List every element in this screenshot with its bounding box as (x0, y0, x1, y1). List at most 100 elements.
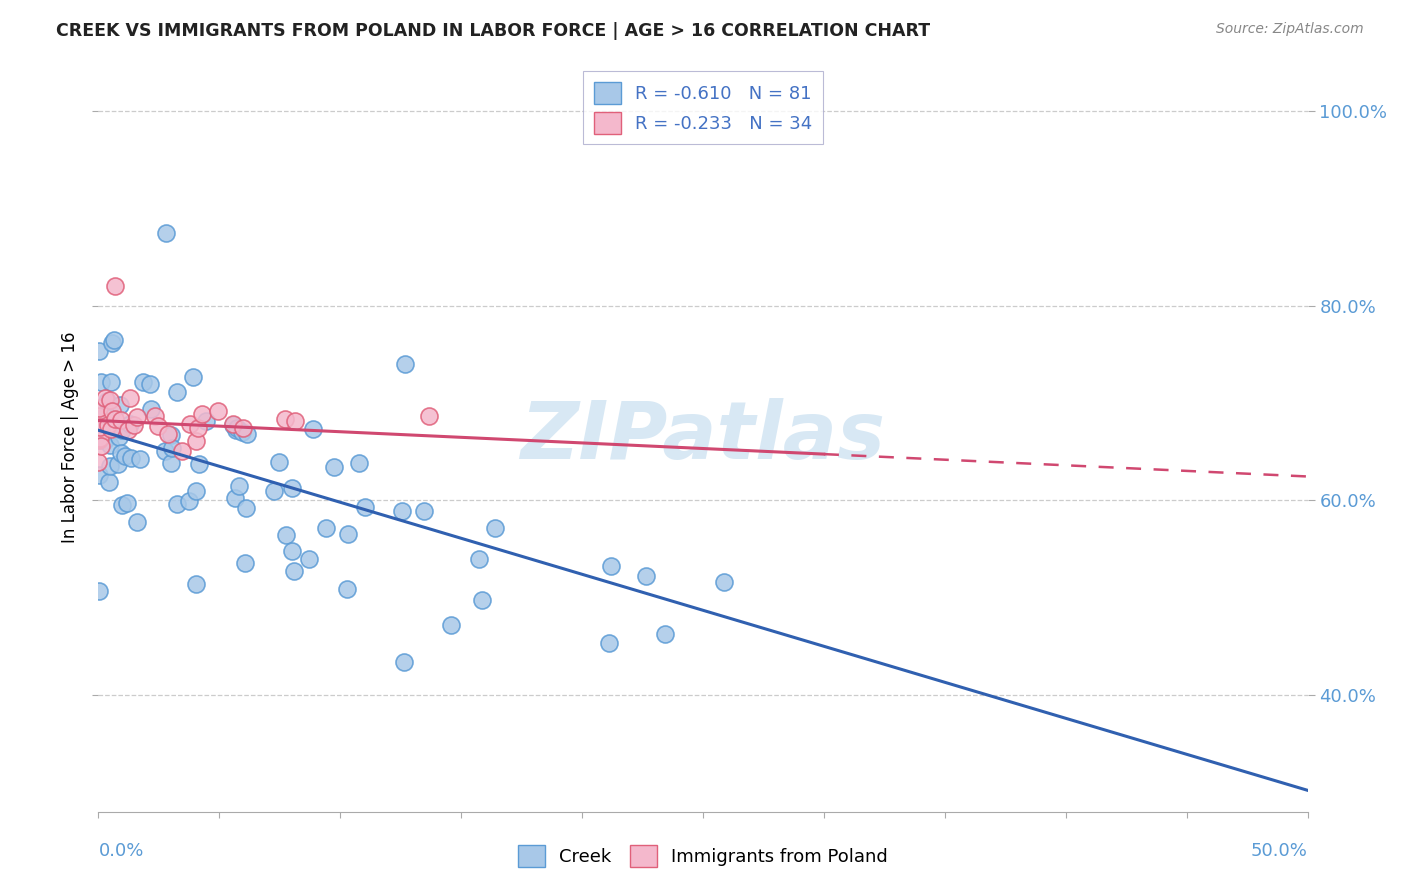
Point (155, 226, 177, 240)
Point (181, 369, 204, 384)
Point (120, 417, 142, 432)
Point (122, 418, 145, 433)
Point (128, 452, 150, 467)
Point (115, 496, 138, 510)
Point (170, 444, 193, 458)
Point (94, 409, 117, 423)
Point (315, 521, 337, 535)
Point (274, 411, 297, 425)
Text: Source: ZipAtlas.com: Source: ZipAtlas.com (1216, 22, 1364, 37)
Text: 0.0%: 0.0% (98, 842, 143, 860)
Point (166, 384, 188, 399)
Point (87, 584, 110, 599)
Point (96, 394, 118, 409)
Point (110, 446, 132, 460)
Point (283, 415, 305, 429)
Point (100, 392, 122, 407)
Point (87, 423, 110, 437)
Point (391, 504, 413, 518)
Point (101, 335, 124, 350)
Point (713, 574, 735, 589)
Point (281, 543, 304, 558)
Point (131, 375, 153, 389)
Point (97, 417, 120, 432)
Point (110, 413, 132, 427)
Point (89, 433, 111, 447)
Point (184, 484, 207, 499)
Point (87, 430, 110, 444)
Point (636, 569, 658, 583)
Point (392, 655, 415, 669)
Point (89, 431, 111, 445)
Point (222, 418, 245, 433)
Point (87, 455, 110, 469)
Point (98, 438, 121, 452)
Point (468, 552, 491, 566)
Point (94, 391, 117, 405)
Point (139, 377, 162, 392)
Point (87, 401, 110, 416)
Point (159, 456, 181, 470)
Point (143, 409, 166, 423)
Point (236, 427, 259, 442)
Point (190, 407, 212, 421)
Point (394, 357, 416, 371)
Point (120, 391, 142, 405)
Point (187, 421, 209, 435)
Point (159, 428, 181, 442)
Point (232, 421, 254, 435)
Point (184, 577, 207, 591)
Point (157, 427, 180, 442)
Point (207, 404, 229, 418)
Point (94, 433, 117, 447)
Point (225, 423, 247, 437)
Point (90, 427, 112, 442)
Point (231, 425, 253, 439)
Point (100, 404, 122, 418)
Text: CREEK VS IMMIGRANTS FROM POLAND IN LABOR FORCE | AGE > 16 CORRELATION CHART: CREEK VS IMMIGRANTS FROM POLAND IN LABOR… (56, 22, 931, 40)
Point (166, 497, 188, 511)
Point (90, 375, 112, 389)
Legend: R = -0.610   N = 81, R = -0.233   N = 34: R = -0.610 N = 81, R = -0.233 N = 34 (582, 71, 824, 145)
Text: ZIPatlas: ZIPatlas (520, 398, 886, 476)
Point (125, 515, 148, 529)
Point (222, 417, 245, 432)
Point (298, 552, 321, 566)
Point (100, 375, 122, 389)
Point (89, 419, 111, 434)
Point (347, 456, 370, 470)
Point (87, 467, 110, 482)
Point (484, 521, 506, 535)
Point (107, 457, 129, 471)
Point (224, 491, 246, 505)
Point (114, 449, 136, 463)
Point (108, 430, 131, 444)
Legend: Creek, Immigrants from Poland: Creek, Immigrants from Poland (510, 838, 896, 874)
Point (263, 483, 285, 498)
Point (281, 482, 304, 496)
Point (87, 409, 110, 423)
Point (654, 626, 676, 640)
Point (179, 493, 201, 508)
Point (87, 433, 110, 447)
Point (87, 344, 110, 359)
Point (225, 421, 247, 435)
Point (235, 500, 257, 515)
Point (89, 432, 111, 446)
Point (87, 430, 110, 444)
Point (322, 459, 344, 474)
Point (187, 457, 209, 471)
Point (103, 333, 125, 347)
Point (302, 422, 325, 436)
Point (354, 500, 377, 515)
Text: 50.0%: 50.0% (1251, 842, 1308, 860)
Point (110, 398, 132, 412)
Point (125, 409, 148, 424)
Point (111, 498, 134, 512)
Point (90, 439, 112, 453)
Point (111, 423, 134, 437)
Point (120, 451, 142, 466)
Point (269, 455, 291, 469)
Point (228, 479, 250, 493)
Point (276, 527, 298, 541)
